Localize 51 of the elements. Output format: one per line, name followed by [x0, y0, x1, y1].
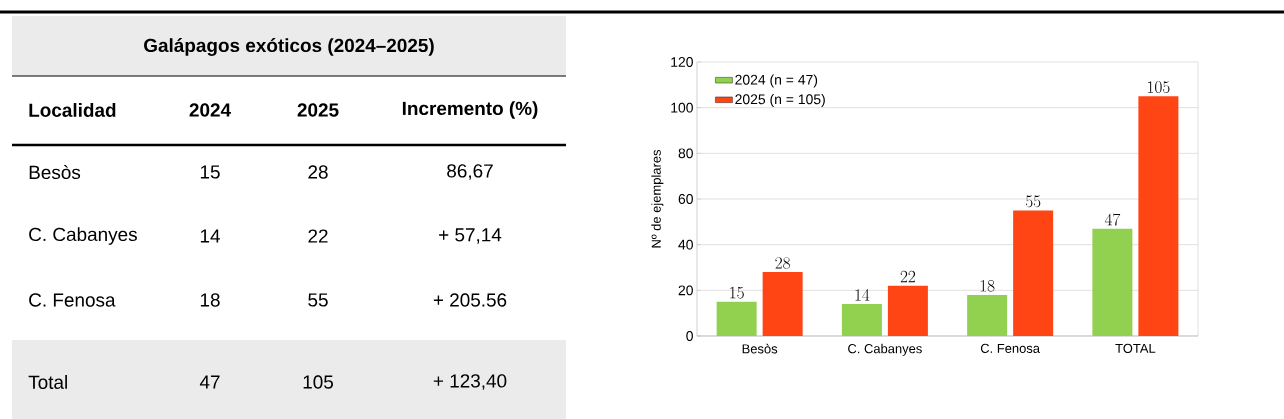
- text: 105: [303, 375, 333, 389]
- y-axis-title: Nº de ejemplares: [651, 149, 664, 248]
- text: 47: [199, 375, 220, 389]
- text: Galápagos exóticos (2024–2025): [144, 38, 434, 56]
- data-label: 28: [775, 257, 790, 269]
- y-tick-label: 100: [671, 102, 693, 113]
- text: 18: [200, 293, 220, 307]
- bar: [1092, 228, 1133, 336]
- text: Incremento (%): [402, 101, 538, 119]
- x-tick-label: C. Fenosa: [980, 343, 1040, 353]
- text: 55: [308, 293, 328, 307]
- bar: [967, 294, 1008, 336]
- bar: [1138, 96, 1179, 336]
- data-label: 105: [1148, 81, 1170, 94]
- data-label: 14: [855, 289, 870, 301]
- text: 86,67: [447, 164, 493, 180]
- text: + 205.56: [433, 293, 507, 307]
- data-label: 15: [730, 286, 744, 299]
- y-tick-label: 80: [678, 148, 693, 159]
- data-label: 55: [1025, 195, 1041, 208]
- bar: [762, 272, 803, 336]
- y-tick-label: 120: [671, 57, 693, 67]
- bar: [841, 304, 882, 336]
- text: 14: [200, 229, 220, 243]
- y-tick-label: 60: [678, 194, 693, 204]
- text: + 57,14: [439, 228, 502, 244]
- text: 15: [200, 165, 220, 179]
- x-tick-label: C. Cabanyes: [848, 343, 922, 356]
- legend-label: 2025 (n = 105): [735, 93, 825, 107]
- x-tick-label: TOTAL: [1115, 343, 1156, 353]
- data-label: 47: [1104, 213, 1121, 226]
- text: C. Cabanyes: [29, 227, 137, 245]
- text: 28: [308, 165, 328, 179]
- text: C. Fenosa: [29, 293, 116, 307]
- bar: [887, 285, 928, 336]
- text: 22: [308, 229, 328, 243]
- data-label: 22: [900, 270, 916, 283]
- text: 2025: [297, 103, 339, 117]
- y-tick-label: 20: [678, 285, 693, 296]
- x-tick-label: Besòs: [742, 343, 778, 354]
- text: Besòs: [29, 164, 81, 180]
- text: Localidad: [29, 103, 116, 117]
- y-tick-label: 0: [686, 331, 693, 341]
- bar: [716, 301, 757, 336]
- text: Total: [28, 375, 67, 389]
- text: 2024: [189, 103, 231, 117]
- bar: [1013, 210, 1054, 336]
- legend-label: 2024 (n = 47): [735, 74, 818, 88]
- text: + 123,40: [433, 374, 507, 390]
- data-label: 18: [980, 280, 995, 292]
- y-tick-label: 40: [678, 239, 693, 250]
